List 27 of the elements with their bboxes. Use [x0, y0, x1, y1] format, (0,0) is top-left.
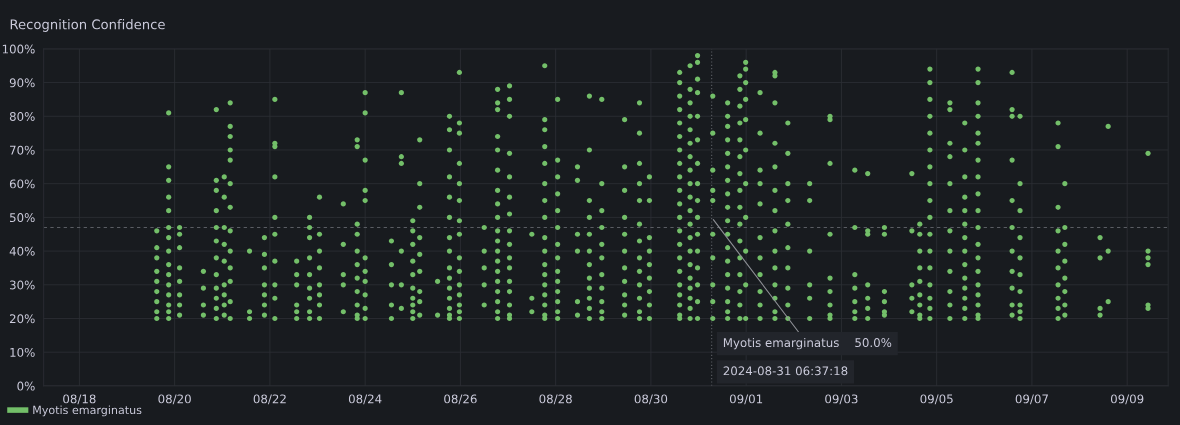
x-tick-label: 09/01: [729, 394, 763, 405]
chart-title: Recognition Confidence: [10, 19, 165, 32]
y-tick-label: 50%: [10, 213, 35, 223]
y-tick-label: 100%: [2, 44, 35, 54]
y-tick-label: 70%: [10, 145, 35, 155]
y-tick-label: 80%: [9, 112, 35, 121]
x-tick-label: 09/05: [920, 394, 953, 405]
y-tick-label: 40%: [9, 246, 35, 256]
x-tick-label: 09/03: [825, 394, 858, 405]
x-tick-label: 08/18: [63, 394, 96, 405]
x-tick-label: 08/20: [158, 394, 191, 405]
ref-line-label: 2024-08-31 06:37:18: [723, 366, 848, 376]
x-tick-label: 08/24: [348, 394, 382, 405]
legend-label: Myotis emarginatus: [33, 405, 142, 417]
x-tick-label: 09/09: [1110, 394, 1144, 405]
y-tick-label: 20%: [9, 314, 35, 324]
annotation: Myotis emarginatus 50.0%: [723, 337, 892, 350]
y-tick-label: 0%: [17, 381, 35, 391]
y-tick-label: 60%: [9, 179, 35, 189]
x-tick-label: 08/26: [444, 394, 477, 405]
y-tick-label: 30%: [9, 280, 35, 290]
x-tick-label: 08/28: [539, 394, 572, 405]
x-tick-label: 08/22: [253, 394, 286, 405]
y-tick-label: 10%: [10, 347, 35, 357]
y-tick-label: 90%: [9, 78, 35, 88]
x-tick-label: 08/30: [634, 394, 668, 405]
x-tick-label: 09/07: [1015, 394, 1048, 405]
